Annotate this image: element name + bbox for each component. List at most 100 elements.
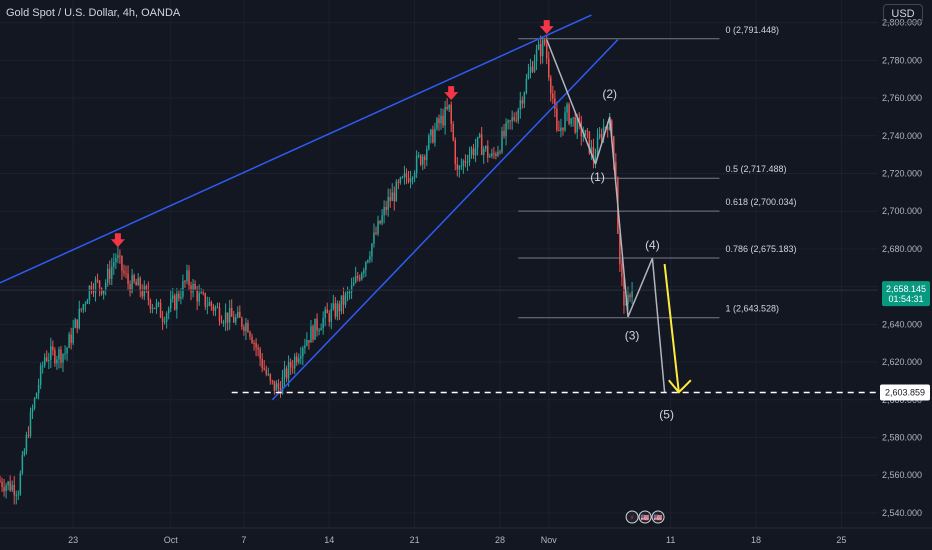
candle-body [263, 368, 265, 370]
candle-body [543, 39, 546, 45]
candle-body [157, 302, 160, 304]
candle-body [446, 106, 448, 109]
projection-arrow[interactable] [663, 263, 680, 393]
candle-body [287, 361, 290, 379]
candle-body [537, 44, 540, 50]
candle-body [330, 308, 333, 322]
candle-body [367, 260, 369, 262]
candle-body [241, 317, 243, 327]
candle-body [29, 411, 32, 436]
candle-body [371, 243, 373, 257]
candle-body [172, 295, 174, 299]
candle-body [521, 100, 524, 104]
candle-body [316, 318, 318, 331]
candle-body [328, 313, 330, 322]
candle-body [572, 117, 574, 119]
candle-body [94, 279, 97, 293]
candle-body [11, 484, 13, 491]
candle-body [458, 166, 461, 170]
candle-body [348, 291, 351, 293]
candle-body [109, 268, 111, 279]
candle-body [539, 44, 542, 57]
wave-4-5[interactable] [651, 258, 666, 393]
candle-body [76, 319, 78, 329]
candle-body [121, 256, 123, 271]
candle-body [377, 220, 379, 234]
candle-body [438, 118, 440, 124]
candle-body [39, 365, 42, 385]
lower-trendline[interactable] [271, 39, 619, 401]
candle-body [564, 112, 566, 131]
candle-body [495, 153, 497, 156]
candle-body [80, 308, 83, 310]
bar-countdown-label: 01:54:31 [888, 294, 923, 304]
time-tick-label: 7 [241, 535, 246, 545]
wave-1-2[interactable] [594, 116, 611, 165]
candle-body [434, 128, 436, 143]
candle-body [265, 369, 267, 375]
candle-body [54, 350, 56, 364]
candle-body [568, 104, 570, 124]
candle-body [68, 334, 70, 348]
candle-body [196, 289, 198, 302]
candle-body [489, 156, 491, 158]
candle-body [291, 367, 294, 369]
candle-body [64, 353, 66, 355]
candle-body [102, 290, 105, 294]
candle-body [588, 131, 591, 154]
candle-body [50, 346, 52, 360]
us-flag-event-icon[interactable] [651, 510, 665, 524]
drawings[interactable] [0, 14, 878, 401]
candle-body [440, 115, 442, 124]
candle-body [161, 317, 164, 322]
wave-3-4[interactable] [627, 258, 654, 318]
candle-body [507, 120, 509, 123]
candle-body [302, 347, 304, 357]
candle-body [283, 368, 286, 378]
candle-body [106, 268, 109, 283]
currency-button[interactable]: USD [883, 4, 923, 23]
wave-2-3[interactable] [608, 116, 629, 317]
price-tick-label: 2,560.000 [882, 470, 922, 480]
candle-body [21, 455, 24, 474]
gridlines [0, 0, 878, 528]
candle-body [541, 39, 544, 57]
candle-body [448, 104, 450, 109]
candle-body [125, 273, 127, 275]
fib-level-label: 0 (2,791.448) [725, 25, 779, 35]
candle-body [226, 312, 229, 323]
time-axis[interactable]: 23 Oct 7 14 21 28 Nov 11 18 25 ⚡ 🇺🇸 🇺🇸 [0, 510, 932, 545]
price-axis[interactable]: 2,540.0002,560.0002,580.0002,600.0002,62… [878, 0, 932, 550]
candle-body [92, 290, 95, 293]
candle-body [527, 72, 530, 79]
symbol-title[interactable]: Gold Spot / U.S. Dollar, 4h, OANDA [6, 7, 181, 19]
candle-body [298, 358, 300, 363]
candle-body [623, 277, 625, 306]
candle-body [306, 340, 308, 346]
candle-body [202, 292, 204, 294]
fibonacci-retracement[interactable]: 0 (2,791.448) 0.5 (2,717.488) 0.618 (2,700… [518, 25, 797, 319]
candle-body [450, 104, 452, 124]
candle-body [592, 147, 595, 162]
candle-body [19, 473, 22, 495]
target-price-badge [880, 384, 930, 401]
current-price-badge [882, 281, 930, 307]
target-price-label: 2,603.859 [885, 387, 925, 397]
wave-0-1[interactable] [546, 39, 597, 165]
price-tick-label: 2,780.000 [882, 55, 922, 65]
candle-body [237, 311, 239, 318]
lightning-event-icon[interactable] [625, 510, 639, 524]
candle-body [228, 307, 231, 323]
candle-body [525, 78, 528, 93]
us-flag-event-icon[interactable] [638, 510, 652, 524]
candle-body [468, 154, 471, 163]
candle-body [251, 336, 253, 343]
candle-body [194, 283, 196, 290]
candle-body [141, 291, 144, 297]
upper-trendline[interactable] [0, 14, 592, 284]
candle-body [631, 290, 633, 298]
candle-body [247, 322, 249, 333]
time-tick-label: Nov [541, 535, 558, 545]
